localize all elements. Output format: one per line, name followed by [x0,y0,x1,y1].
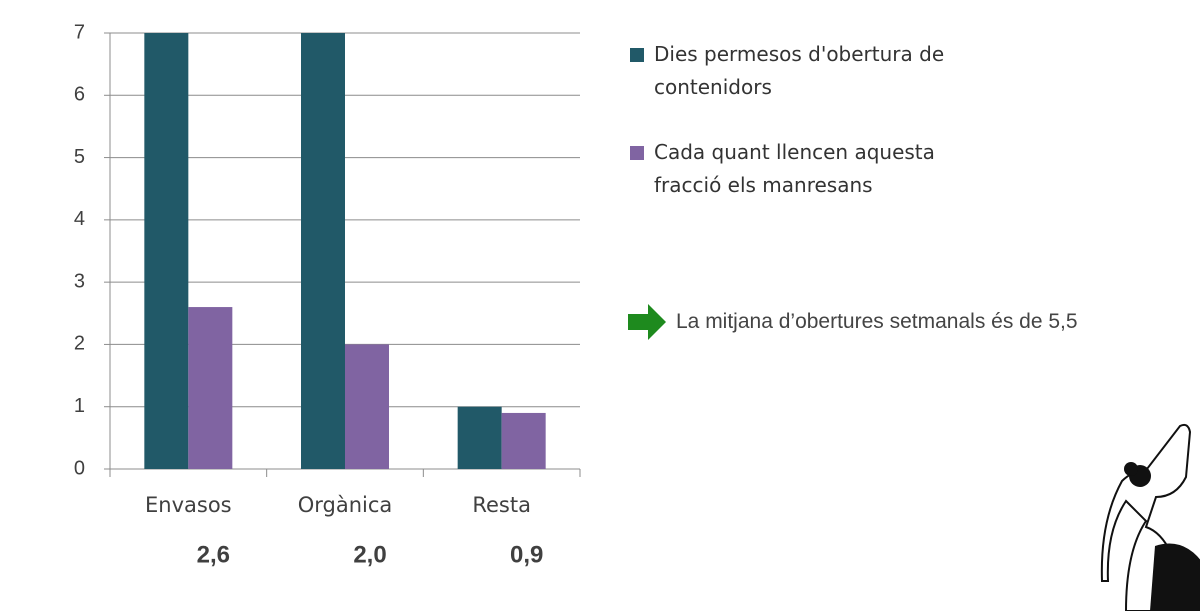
x-tick-label: Resta [472,493,531,517]
illustration [1100,423,1200,611]
arrow-icon [628,304,666,340]
bar [345,344,389,469]
y-tick-label: 4 [74,208,85,230]
value-label: 2,6 [197,541,230,568]
bar [144,33,189,469]
y-tick-label: 6 [74,84,85,106]
bar [301,33,345,469]
legend: Dies permesos d'obertura de contenidors C… [630,38,960,234]
legend-swatch [630,146,644,160]
y-tick-label: 1 [74,395,85,417]
annotation: La mitjana d’obertures setmanals és de 5… [628,304,1078,340]
legend-item: Dies permesos d'obertura de contenidors [630,38,960,104]
value-label: 2,0 [353,541,386,568]
legend-label: Dies permesos d'obertura de contenidors [654,42,945,99]
bar [188,307,233,469]
annotation-text: La mitjana d’obertures setmanals és de 5… [676,310,1078,333]
bar [501,412,546,469]
x-tick-label: Envasos [145,493,232,517]
y-tick-label: 3 [74,270,85,292]
value-label: 0,9 [510,541,543,568]
legend-label: Cada quant llencen aquesta fracció els m… [654,140,935,197]
x-tick-label: Orgànica [298,493,393,517]
bar [457,406,502,469]
y-tick-label: 5 [74,146,85,168]
y-tick-label: 2 [74,333,85,355]
legend-swatch [630,48,644,62]
legend-item: Cada quant llencen aquesta fracció els m… [630,136,960,202]
y-tick-label: 0 [74,457,85,479]
y-tick-label: 7 [74,21,85,43]
